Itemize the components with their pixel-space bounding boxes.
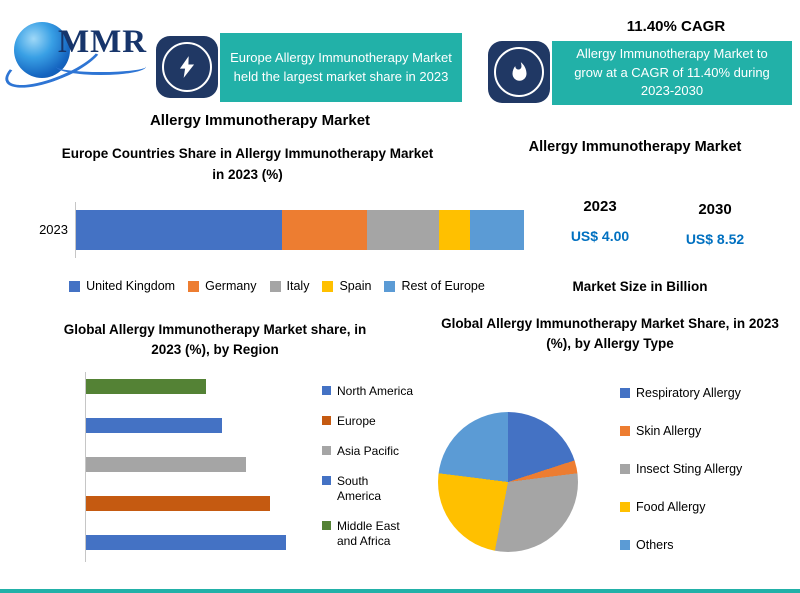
bar-segment-spain [438,210,471,250]
highlight-left-text: Europe Allergy Immunotherapy Market held… [230,49,452,84]
allergy-type-title: Global Allergy Immunotherapy Market Shar… [441,316,779,352]
legend-swatch-icon [69,280,81,292]
legend-swatch-icon [322,446,331,455]
bar-asia-pacific [86,457,246,472]
highlight-right-text: Allergy Immunotherapy Market to grow at … [574,45,770,99]
legend-label: Italy [286,279,310,293]
lightning-glyph [179,56,195,78]
legend-swatch-icon [620,502,630,512]
bar-europe [86,496,270,511]
legend-item-germany: Germany [188,279,257,293]
legend-item-europe: Europe [322,414,414,429]
legend-item-skin-allergy: Skin Allergy [620,424,788,438]
bar-row-europe [86,496,326,511]
allergy-type-legend: Respiratory Allergy Skin Allergy Insect St… [620,386,788,552]
allergy-type-pie [438,412,578,552]
legend-label: Others [636,538,674,552]
bar-north-america [86,535,286,550]
market-size-title: Allergy Immunotherapy Market [528,139,742,155]
legend-swatch-icon [322,416,331,425]
lightning-badge [156,36,218,98]
logo-underline-swoosh [56,58,146,75]
region-bars [86,379,326,550]
legend-label: Food Allergy [636,500,706,514]
bar-row-middle-east-and-africa [86,379,326,394]
bar-south-america [86,418,222,433]
legend-item-north-america: North America [322,384,414,399]
mmr-logo: MMR [0,12,170,99]
legend-label: Spain [339,279,372,293]
legend-swatch-icon [269,280,281,292]
region-axis [85,372,86,562]
europe-share-legend: United Kingdom Germany Italy Spain Rest of E… [22,279,532,293]
legend-label: South America [337,474,382,503]
legend-item-respiratory-allergy: Respiratory Allergy [620,386,788,400]
bar-segment-italy [367,210,439,250]
region-legend: North America Europe Asia Pacific South Ame… [322,384,414,549]
legend-swatch-icon [620,464,630,474]
legend-item-spain: Spain [322,279,371,293]
legend-label: North America [337,384,414,398]
market-year-2023: 2023 [583,198,617,215]
highlight-left-callout: Europe Allergy Immunotherapy Market held… [220,33,462,102]
flame-icon [494,47,544,97]
europe-share-title: Europe Countries Share in Allergy Immuno… [61,146,434,182]
legend-label: Germany [205,279,257,293]
legend-swatch-icon [620,388,630,398]
legend-item-united-kingdom: United Kingdom [69,279,175,293]
legend-swatch-icon [322,386,331,395]
logo-text: MMR [58,24,148,60]
lightning-icon [162,42,212,92]
legend-swatch-icon [322,280,334,292]
bar-row-north-america [86,535,326,550]
legend-label: Skin Allergy [636,424,702,438]
europe-share-year-label: 2023 [39,222,68,237]
legend-item-asia-pacific: Asia Pacific [322,444,414,459]
legend-swatch-icon [620,426,630,436]
legend-swatch-icon [322,476,331,485]
legend-swatch-icon [620,540,630,550]
legend-label: United Kingdom [86,279,176,293]
legend-item-others: Others [620,538,788,552]
legend-item-rest-of-europe: Rest of Europe [384,279,485,293]
legend-item-south-america: South America [322,474,414,504]
bar-segment-rest-of-europe [470,210,524,250]
market-value-2030: US$ 8.52 [685,231,745,247]
legend-item-food-allergy: Food Allergy [620,500,788,514]
legend-label: Insect Sting Allergy [636,462,743,476]
legend-item-middle-east-and-africa: Middle East and Africa [322,519,414,549]
region-chart-title: Global Allergy Immunotherapy Market shar… [63,322,367,358]
left-market-title: Allergy Immunotherapy Market [149,112,371,129]
market-size-caption: Market Size in Billion [572,279,708,294]
legend-swatch-icon [322,521,331,530]
legend-label: Middle East and Africa [337,519,400,548]
legend-item-insect-sting-allergy: Insect Sting Allergy [620,462,788,476]
legend-item-italy: Italy [269,279,310,293]
market-value-2023: US$ 4.00 [570,228,630,244]
legend-swatch-icon [384,280,396,292]
flame-glyph [512,62,526,81]
bar-middle-east-and-africa [86,379,206,394]
europe-share-axis [75,202,76,258]
market-year-2030: 2030 [698,201,732,218]
legend-swatch-icon [188,280,200,292]
legend-label: Europe [337,414,376,428]
highlight-right-callout: Allergy Immunotherapy Market to grow at … [552,41,792,105]
bar-row-south-america [86,418,326,433]
legend-label: Rest of Europe [401,279,485,293]
bar-segment-united-kingdom [76,210,283,250]
europe-share-bar [76,210,524,250]
bar-segment-germany [282,210,368,250]
legend-label: Respiratory Allergy [636,386,741,400]
flame-badge [488,41,550,103]
bar-row-asia-pacific [86,457,326,472]
cagr-heading: 11.40% CAGR [626,18,726,35]
legend-label: Asia Pacific [337,444,400,458]
